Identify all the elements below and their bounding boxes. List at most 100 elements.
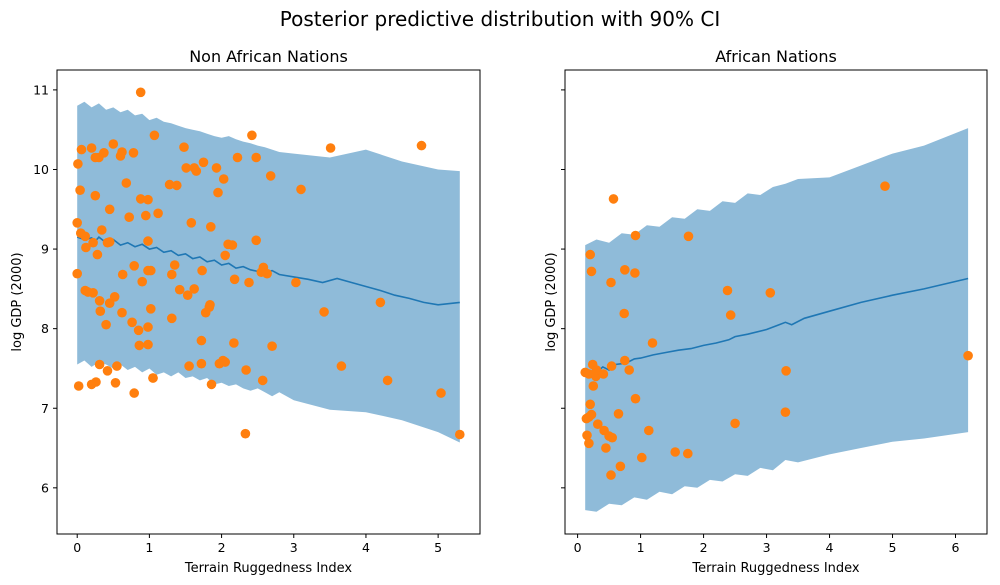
data-point <box>97 225 107 235</box>
data-point <box>196 358 207 369</box>
data-point <box>251 235 261 246</box>
data-point <box>251 152 261 163</box>
data-point <box>75 185 85 195</box>
observed-points-group <box>580 181 973 480</box>
data-point <box>179 142 189 152</box>
data-point <box>102 366 113 376</box>
y-ticks-african <box>561 89 565 489</box>
data-point <box>455 429 465 440</box>
x-ticks-african: 0 1 2 3 4 5 6 <box>574 534 960 555</box>
observed-points-group <box>72 87 465 440</box>
data-point <box>137 276 147 287</box>
data-point <box>143 194 153 205</box>
data-point <box>606 277 616 288</box>
data-point <box>167 313 177 324</box>
data-point <box>218 174 229 184</box>
data-point <box>189 284 199 294</box>
data-point <box>630 230 641 241</box>
data-point <box>206 379 217 390</box>
data-point <box>117 269 128 280</box>
data-point <box>963 350 973 361</box>
data-point <box>88 237 98 248</box>
data-point <box>143 265 153 276</box>
ci-band-group <box>585 128 969 512</box>
data-point <box>624 365 634 375</box>
data-point <box>73 159 83 169</box>
data-point <box>725 310 736 320</box>
data-point <box>198 157 209 168</box>
data-point <box>141 210 151 221</box>
data-point <box>247 130 257 141</box>
data-point <box>110 378 121 388</box>
data-point <box>229 338 239 348</box>
data-point <box>134 340 145 351</box>
data-point <box>257 375 268 386</box>
data-point <box>90 152 101 163</box>
data-point <box>644 425 654 436</box>
data-point <box>780 407 791 418</box>
data-point <box>586 409 597 420</box>
data-point <box>416 140 427 151</box>
data-point <box>148 373 158 383</box>
data-point <box>81 242 91 253</box>
x-tick-label: 6 <box>952 540 960 555</box>
x-axis-label-non-african: Terrain Ruggedness Index <box>184 561 353 576</box>
data-point <box>172 180 182 191</box>
data-point <box>184 361 194 371</box>
data-point <box>436 388 446 398</box>
data-point <box>206 222 216 232</box>
x-tick-label: 4 <box>362 540 370 555</box>
axes-spines-african <box>564 69 988 535</box>
data-point <box>76 144 87 155</box>
panel-non-african: 0 1 2 3 4 5 6 7 8 9 10 11 Non African Nations Terr… <box>10 47 481 576</box>
y-ticks-non-african: 6 7 8 9 10 11 <box>33 82 57 495</box>
data-point <box>73 381 84 391</box>
data-point <box>630 268 640 278</box>
data-point <box>382 375 393 386</box>
data-point <box>143 236 153 246</box>
data-point <box>781 366 791 376</box>
y-tick-label: 9 <box>41 242 49 257</box>
data-point <box>588 381 599 391</box>
data-point <box>229 274 240 285</box>
data-point <box>619 308 629 319</box>
x-tick-label: 3 <box>763 540 771 555</box>
data-point <box>95 306 106 317</box>
data-point <box>637 452 647 463</box>
data-point <box>620 265 630 275</box>
data-point <box>620 355 630 366</box>
mean-line-group <box>76 236 460 306</box>
data-point <box>670 447 680 457</box>
data-point <box>104 298 115 309</box>
data-point <box>765 288 776 298</box>
data-point <box>598 369 609 379</box>
data-point <box>169 260 180 270</box>
data-point <box>244 277 254 288</box>
data-point <box>375 297 386 308</box>
y-tick-label: 6 <box>41 480 49 495</box>
data-point <box>117 307 127 318</box>
data-point <box>108 139 119 149</box>
data-point <box>143 322 153 332</box>
data-point <box>143 339 153 350</box>
figure-suptitle: Posterior predictive distribution with 9… <box>280 7 720 31</box>
data-point <box>191 166 202 176</box>
x-tick-label: 1 <box>145 540 153 555</box>
x-tick-label: 5 <box>889 540 897 555</box>
data-point <box>880 181 890 191</box>
data-point <box>683 448 693 459</box>
data-point <box>683 231 694 242</box>
x-tick-label: 1 <box>637 540 645 555</box>
data-point <box>135 194 146 204</box>
data-point <box>128 148 139 158</box>
data-point <box>256 267 267 278</box>
x-tick-label: 2 <box>218 540 226 555</box>
data-point <box>593 419 603 430</box>
data-point <box>101 319 111 330</box>
data-point <box>182 290 193 301</box>
data-point <box>94 359 105 370</box>
data-point <box>86 143 97 153</box>
x-tick-label: 0 <box>574 540 582 555</box>
data-point <box>267 341 277 352</box>
